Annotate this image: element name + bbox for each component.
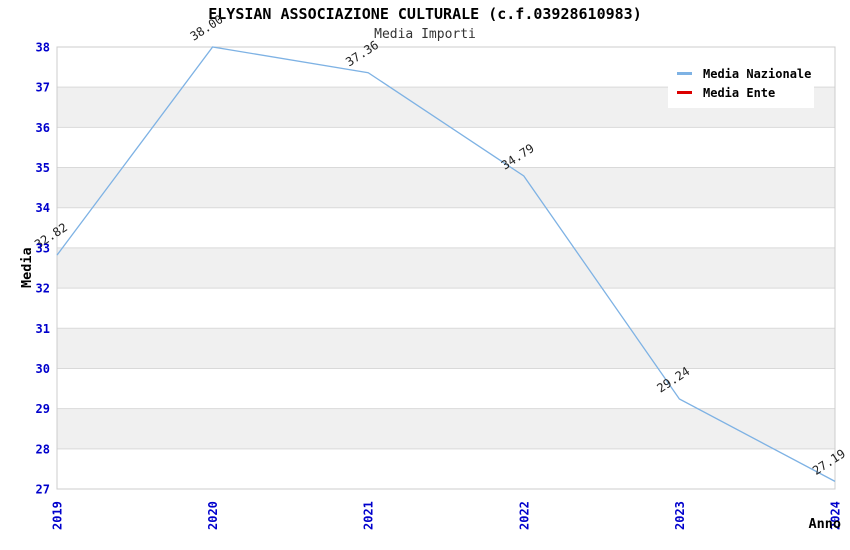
plot-band — [57, 328, 835, 369]
y-tick-label: 37 — [36, 81, 50, 95]
y-tick-label: 30 — [36, 362, 50, 376]
x-tick-label: 2023 — [673, 501, 687, 530]
y-tick-label: 36 — [36, 121, 50, 135]
legend-item: Media Nazionale — [668, 64, 814, 83]
y-tick-label: 33 — [36, 241, 50, 255]
plot-band — [57, 127, 835, 168]
plot-band — [57, 207, 835, 248]
plot-band — [57, 368, 835, 409]
chart-title: ELYSIAN ASSOCIAZIONE CULTURALE (c.f.0392… — [208, 5, 642, 23]
y-tick-label: 32 — [36, 282, 50, 296]
y-tick-label: 28 — [36, 442, 50, 456]
y-axis-title: Media — [19, 247, 35, 288]
y-tick-label: 29 — [36, 402, 50, 416]
x-tick-label: 2020 — [206, 501, 220, 530]
y-tick-label: 38 — [36, 41, 50, 55]
point-label: 38.00 — [188, 12, 226, 43]
plot-band — [57, 247, 835, 289]
y-tick-label: 35 — [36, 161, 50, 175]
x-tick-label: 2021 — [362, 501, 376, 530]
plot-band — [57, 408, 835, 449]
x-tick-label: 2022 — [517, 501, 531, 530]
plot-band — [57, 167, 835, 208]
legend-line-swatch — [677, 72, 692, 75]
plot-band — [57, 288, 835, 329]
legend-line-swatch — [677, 91, 692, 94]
y-tick-label: 31 — [36, 322, 50, 336]
legend-label: Media Ente — [703, 85, 776, 100]
x-tick-label: 2019 — [51, 501, 65, 530]
legend-item: Media Ente — [668, 83, 814, 102]
legend: Media Nazionale Media Ente — [668, 57, 814, 108]
chart-subtitle: Media Importi — [374, 27, 476, 42]
x-tick-label: 2024 — [829, 501, 843, 530]
x-axis-title: Anno — [808, 516, 841, 532]
y-tick-label: 27 — [36, 483, 50, 497]
legend-label: Media Nazionale — [703, 66, 812, 81]
plot-border — [56, 46, 836, 490]
y-tick-label: 34 — [36, 201, 50, 215]
plot-band — [57, 448, 835, 489]
series-line-media-nazionale — [56, 46, 836, 482]
